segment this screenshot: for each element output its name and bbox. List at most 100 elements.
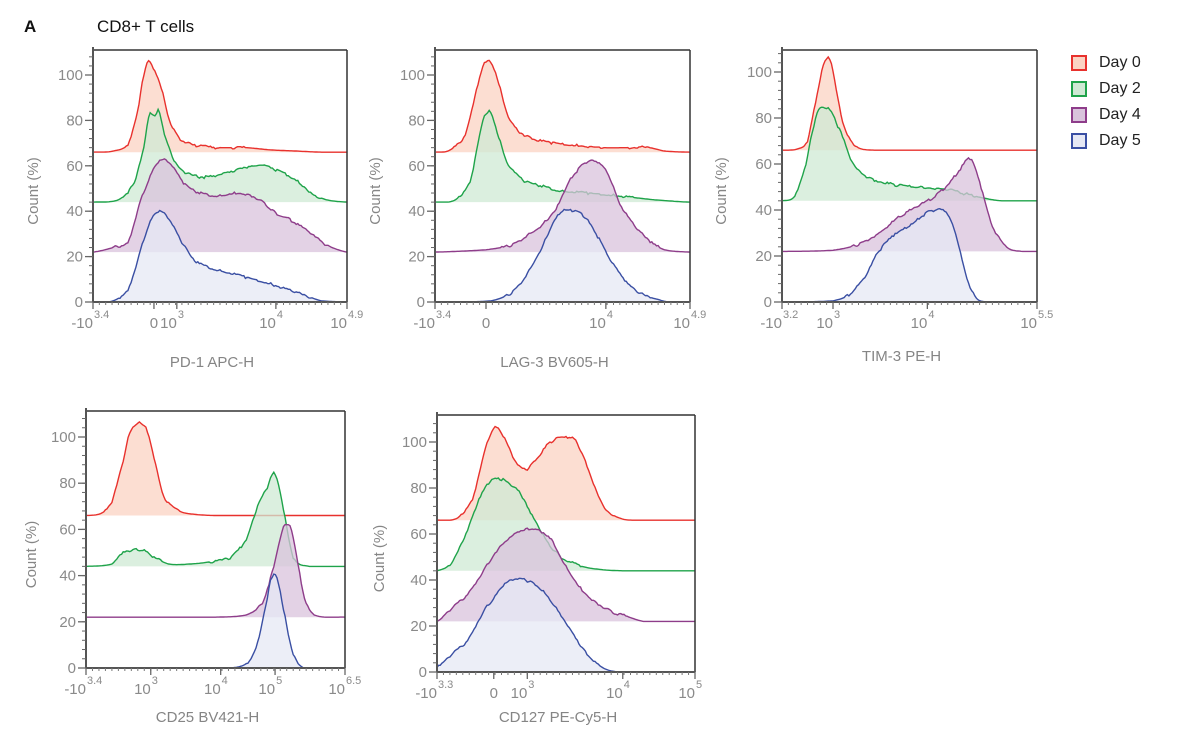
series-area-day-4 [435,160,690,253]
x-tick-exponent: 4.9 [691,309,706,321]
legend-item-day-5[interactable]: Day 5 [1071,128,1141,154]
y-tick-label: 20 [755,248,772,265]
series-area-day-5 [435,209,690,302]
y-tick-label: 60 [408,158,425,175]
y-tick-label: 20 [408,249,425,266]
series-area-day-2 [93,109,347,203]
series-area-day-4 [93,158,347,253]
y-tick-label: 20 [410,618,427,635]
y-tick-label: 40 [408,203,425,220]
x-tick-label: -10 [760,315,782,332]
x-tick-exponent: 5.5 [1038,309,1053,321]
y-tick-label: 100 [58,67,83,84]
x-tick-label: 10 [1020,315,1037,332]
y-tick-label: 40 [755,202,772,219]
legend-label: Day 4 [1099,106,1141,123]
legend-item-day-4[interactable]: Day 4 [1071,102,1141,128]
y-tick-label: 0 [75,294,83,311]
series-line-day-5 [93,209,347,303]
x-tick-label: 10 [606,685,623,702]
x-tick-exponent: 4 [607,309,613,321]
x-tick-exponent: 3.3 [438,679,453,691]
legend-item-day-2[interactable]: Day 2 [1071,76,1141,102]
x-tick-exponent: 3.4 [94,309,109,321]
y-axis-label: Count (%) [23,521,40,589]
y-tick-label: 20 [66,249,83,266]
x-tick-label: 10 [160,315,177,332]
x-tick-label: 0 [150,315,158,332]
x-tick-label: 10 [589,315,606,332]
x-tick-label: -10 [415,685,437,702]
y-axis-label: Count (%) [713,157,730,225]
x-tick-exponent: 3 [834,309,840,321]
series-line-day-4 [86,523,346,618]
series-line-day-2 [781,106,1037,202]
y-tick-label: 60 [66,158,83,175]
y-tick-label: 100 [400,67,425,84]
x-tick-exponent: 4 [928,309,934,321]
x-tick-exponent: 3.2 [783,309,798,321]
x-axis-label: CD25 BV421-H [156,709,259,726]
x-tick-label: -10 [413,315,435,332]
x-tick-label: 10 [911,315,928,332]
series-line-day-0 [434,59,691,153]
y-tick-label: 60 [59,521,76,538]
y-tick-label: 40 [410,572,427,589]
y-tick-label: 80 [755,110,772,127]
x-tick-exponent: 4.9 [348,309,363,321]
series-area-day-5 [782,208,1037,302]
legend: Day 0 Day 2 Day 4 Day 5 [1071,50,1141,154]
x-tick-exponent: 3 [178,309,184,321]
series-area-day-0 [782,57,1037,151]
x-tick-exponent: 3 [152,675,158,687]
x-axis-label: TIM-3 PE-H [862,348,941,365]
legend-item-day-0[interactable]: Day 0 [1071,50,1141,76]
legend-swatch-day-0 [1071,55,1087,71]
series-line-day-2 [93,107,348,203]
legend-swatch-day-5 [1071,133,1087,149]
y-tick-label: 60 [755,156,772,173]
series-area-day-5 [93,210,347,302]
x-tick-label: 10 [673,315,690,332]
y-tick-label: 0 [419,664,427,681]
x-tick-label: 10 [511,685,528,702]
series-area-day-0 [435,60,690,153]
series-line-day-2 [436,477,695,572]
y-tick-label: 0 [68,660,76,677]
y-tick-label: 100 [51,429,76,446]
x-tick-label: 0 [490,685,498,702]
series-line-day-4 [434,159,691,253]
series-line-day-2 [85,470,345,568]
y-tick-label: 100 [747,64,772,81]
legend-label: Day 5 [1099,132,1141,149]
series-line-day-0 [782,55,1037,151]
x-tick-exponent: 3 [528,679,534,691]
x-axis-label: LAG-3 BV605-H [500,354,608,371]
y-tick-label: 0 [764,294,772,311]
series-area-day-5 [437,578,695,672]
x-tick-label: 10 [330,315,347,332]
series-area-day-2 [782,107,1037,201]
x-tick-label: 10 [816,315,833,332]
series-line-day-4 [92,158,348,253]
y-axis-label: Count (%) [371,525,388,593]
y-axis-label: Count (%) [367,157,384,225]
y-tick-label: 0 [417,294,425,311]
series-area-day-0 [86,421,345,516]
x-tick-label: 10 [328,681,345,698]
y-axis-label: Count (%) [25,157,42,225]
x-tick-exponent: 6.5 [346,675,361,687]
x-tick-label: 10 [204,681,221,698]
x-tick-exponent: 3.4 [87,675,102,687]
x-axis-label: PD-1 APC-H [170,354,254,371]
y-tick-label: 80 [66,112,83,129]
x-tick-label: 0 [482,315,490,332]
series-line-day-4 [782,156,1037,253]
x-tick-label: -10 [71,315,93,332]
y-tick-label: 80 [410,480,427,497]
series-area-day-4 [782,157,1037,252]
x-tick-exponent: 4 [277,309,283,321]
x-tick-exponent: 3.4 [436,309,451,321]
